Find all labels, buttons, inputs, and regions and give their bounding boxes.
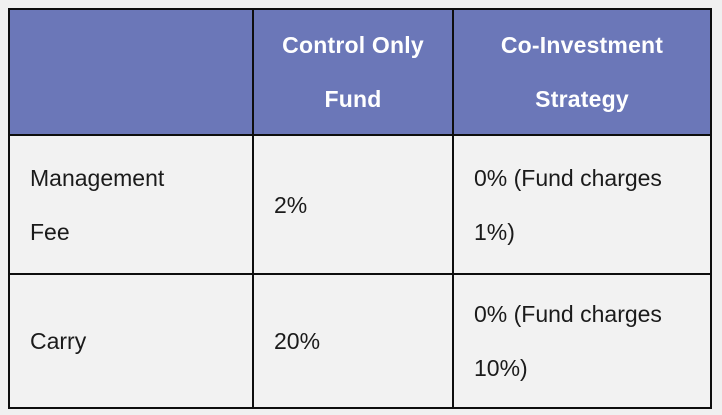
table-header-row: Control Only Fund Co-Investment Strategy (8, 8, 712, 136)
table-row: Carry 20% 0% (Fund charges 10%) (8, 273, 712, 409)
header-cell-control-only-fund: Control Only Fund (252, 8, 454, 136)
carry-co-investment-value: 0% (Fund charges 10%) (452, 273, 712, 409)
fee-comparison-table-container: Control Only Fund Co-Investment Strategy… (8, 8, 712, 409)
row-label-carry: Carry (8, 273, 254, 409)
fee-comparison-table: Control Only Fund Co-Investment Strategy… (8, 8, 712, 409)
carry-control-only-value: 20% (252, 273, 454, 409)
table-row: Management Fee 2% 0% (Fund charges 1%) (8, 134, 712, 275)
management-fee-co-investment-value: 0% (Fund charges 1%) (452, 134, 712, 275)
row-label-management-fee: Management Fee (8, 134, 254, 275)
management-fee-control-only-value: 2% (252, 134, 454, 275)
header-cell-empty (8, 8, 254, 136)
header-cell-co-investment-strategy: Co-Investment Strategy (452, 8, 712, 136)
